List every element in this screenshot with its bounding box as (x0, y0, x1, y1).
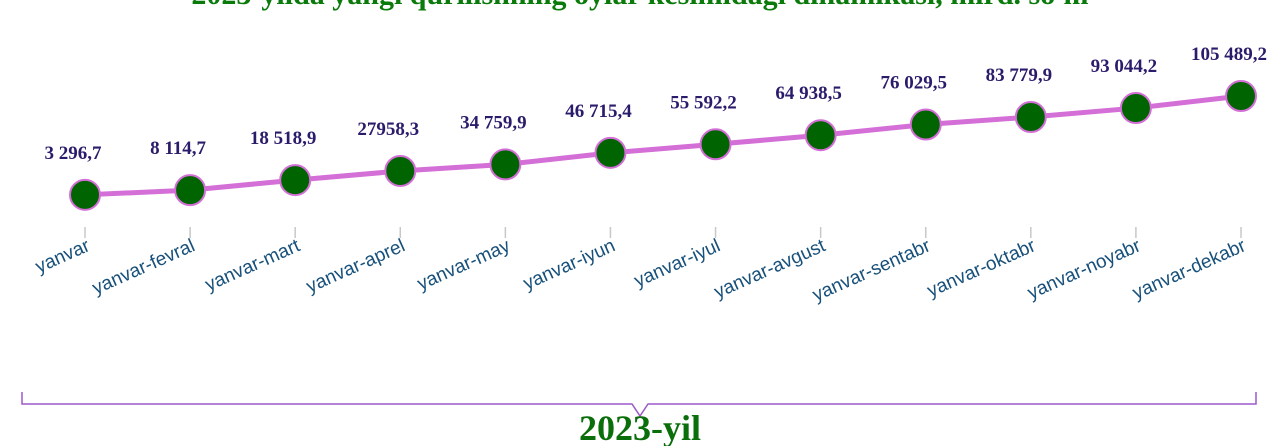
point (279, 164, 312, 197)
x-tick-label: yanvar-dekabr (1130, 235, 1250, 304)
x-tick-label: yanvar-iyul (631, 235, 723, 292)
data-label: 8 114,7 (150, 138, 206, 159)
data-label: 105 489,2 (1191, 44, 1267, 65)
point (1225, 80, 1257, 113)
point (1119, 92, 1152, 125)
x-tick-label: yanvar-fevral (89, 235, 198, 299)
point (1014, 101, 1047, 134)
x-tick-label: yanvar-noyabr (1024, 235, 1144, 304)
data-label: 64 938,5 (775, 83, 842, 104)
point (174, 174, 207, 207)
data-label: 46 715,4 (565, 101, 632, 122)
point (594, 136, 627, 169)
point (699, 128, 732, 161)
data-label: 55 592,2 (670, 92, 737, 113)
x-tick-label: yanvar-oktabr (924, 235, 1039, 302)
point (69, 178, 101, 211)
x-tick-label: yanvar-may (414, 235, 514, 295)
data-label: 76 029,5 (880, 73, 947, 94)
x-tick-label: yanvar-iyun (520, 235, 618, 294)
point (909, 108, 942, 141)
series-line (84, 93, 1242, 198)
bracket (21, 392, 1257, 418)
data-label: 34 759,9 (460, 112, 527, 133)
point (489, 148, 522, 181)
x-tick-label: yanvar-sentabr (809, 235, 934, 306)
data-label: 27958,3 (357, 119, 419, 140)
x-tick-label: yanvar-mart (202, 235, 304, 296)
x-axis-label: 2023-yil (579, 408, 701, 446)
point (384, 154, 417, 187)
chart-title: 2023-yilda yangi qurilishning oylar kesi… (191, 0, 1088, 11)
data-label: 3 296,7 (45, 143, 103, 164)
data-label: 93 044,2 (1091, 56, 1158, 77)
x-tick-label: yanvar (32, 235, 93, 278)
data-label: 83 779,9 (986, 65, 1053, 86)
data-label: 18 518,9 (250, 128, 317, 149)
x-tick-label: yanvar-aprel (303, 235, 408, 297)
point (804, 119, 837, 152)
